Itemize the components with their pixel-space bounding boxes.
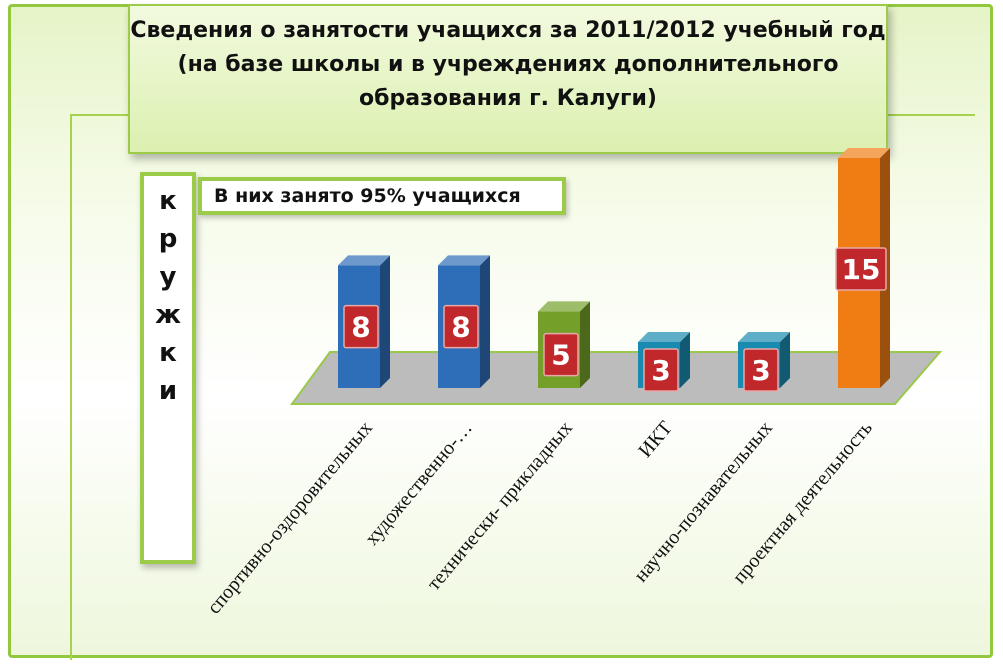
value-label: 8 <box>451 311 470 344</box>
y-axis-label-box: к р у ж к и <box>140 172 196 564</box>
chart-title-line-1: Сведения о занятости учащихся за 2011/20… <box>130 18 886 43</box>
y-axis-label-letter: у <box>159 262 177 292</box>
value-label-box <box>643 348 679 392</box>
annotation-box: В них занято 95% учащихся <box>198 177 566 215</box>
category-label: спортивно-оздоровительных <box>203 417 377 618</box>
y-axis-label-letter: р <box>158 224 178 254</box>
bar-top <box>838 148 890 158</box>
y-axis-label-letter: к <box>159 338 177 368</box>
value-label-box <box>343 304 379 349</box>
value-label: 5 <box>551 339 570 372</box>
value-label: 3 <box>751 354 770 387</box>
bar-side <box>680 332 690 388</box>
y-axis-label-letter: и <box>158 376 178 406</box>
y-axis-label-letter: к <box>159 186 177 216</box>
bar-top <box>438 255 490 266</box>
bar-top <box>338 255 390 266</box>
value-label: 8 <box>351 311 370 344</box>
bar-side <box>380 255 390 388</box>
value-label: 3 <box>651 354 670 387</box>
chart-title-line-2: (на базе школы и в учреждениях дополните… <box>177 52 839 77</box>
chart-title-box: Сведения о занятости учащихся за 2011/20… <box>128 4 888 154</box>
value-label-box <box>835 247 887 291</box>
bar-top <box>538 301 590 312</box>
value-label: 15 <box>842 253 881 286</box>
chart-title-line-3: образования г. Калуги) <box>359 86 657 111</box>
bar-top <box>738 332 790 342</box>
category-label: художественно-… <box>361 417 477 549</box>
bar-side <box>480 255 490 388</box>
bar-side <box>580 301 590 388</box>
bar-side <box>780 332 790 388</box>
value-label-box <box>743 348 779 392</box>
value-label-box <box>543 332 579 377</box>
category-label: ИКТ <box>634 417 677 462</box>
value-label-box <box>443 304 479 349</box>
y-axis-label-letter: ж <box>155 300 181 330</box>
bar-top <box>638 332 690 342</box>
